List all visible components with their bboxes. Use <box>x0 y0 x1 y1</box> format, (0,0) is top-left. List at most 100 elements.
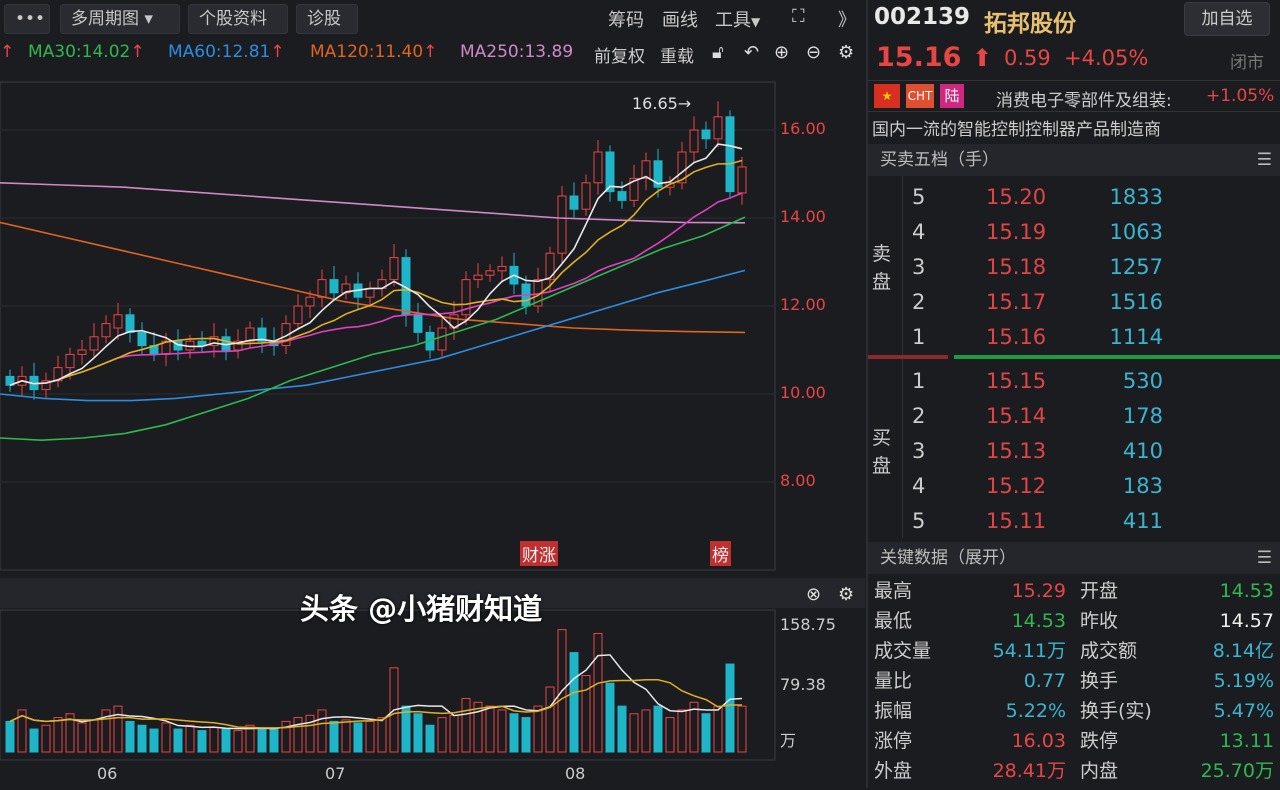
volume-bar <box>209 727 219 753</box>
candle <box>365 287 375 298</box>
volume-bar <box>365 720 375 753</box>
volume-bar <box>401 705 411 753</box>
key-label: 内盘 <box>1080 760 1119 782</box>
key-label: 成交额 <box>1080 640 1138 662</box>
settings-icon[interactable]: ⚙ <box>838 42 855 63</box>
orderbook-row[interactable]: 5 15.20 1833 <box>908 180 1278 215</box>
tools-dropdown[interactable]: 工具▼ <box>715 6 760 32</box>
volume-bar <box>653 705 663 753</box>
time-axis-label: 06 <box>97 764 118 783</box>
price-change: 0.59 <box>1004 46 1051 70</box>
period-dropdown[interactable]: 多周期图 ▾ <box>60 4 180 34</box>
zoom-out-icon[interactable]: ⊖ <box>806 42 822 63</box>
diagnose-button[interactable]: 诊股 <box>296 4 358 34</box>
cht-tag[interactable]: CHT <box>906 84 934 108</box>
reload-button[interactable]: 重载 <box>660 47 694 67</box>
settings-icon[interactable]: ⚙ <box>838 584 855 605</box>
orderbook-row[interactable]: 3 15.13 410 <box>908 434 1278 469</box>
candle <box>209 336 219 347</box>
key-value: 13.11 <box>1219 730 1274 752</box>
candle <box>233 340 243 351</box>
key-value: 5.19% <box>1213 670 1274 692</box>
orderbook-row[interactable]: 2 15.17 1516 <box>908 285 1278 320</box>
price: 15.15 <box>986 369 1047 393</box>
volume: 411 <box>1122 509 1163 533</box>
volume-bar <box>77 722 87 753</box>
price: 15.17 <box>986 290 1047 314</box>
price: 15.13 <box>986 439 1047 463</box>
event-marker[interactable]: 榜 <box>710 541 731 566</box>
china-flag-icon: ★ <box>874 84 900 108</box>
volume: 410 <box>1122 439 1163 463</box>
candle <box>293 305 303 325</box>
candle <box>413 314 423 333</box>
more-button[interactable]: ••• <box>4 4 50 34</box>
orderbook-row[interactable]: 1 15.15 530 <box>908 364 1278 399</box>
orderbook-row[interactable]: 4 15.12 183 <box>908 469 1278 504</box>
add-watchlist-button[interactable]: 加自选 <box>1184 2 1270 36</box>
keydata-header: 关键数据（展开） ☰ <box>868 542 1280 574</box>
undo-icon[interactable]: ↶ <box>744 42 760 63</box>
price: 15.16 <box>986 325 1047 349</box>
hk-connect-tag[interactable]: 陆 <box>940 84 964 108</box>
level: 5 <box>912 185 926 209</box>
candle <box>113 314 123 329</box>
menu-icon[interactable]: ☰ <box>1256 150 1272 170</box>
volume-bar <box>233 730 243 753</box>
candle <box>221 336 231 351</box>
level: 2 <box>912 404 926 428</box>
key-value: 25.70万 <box>1200 760 1274 782</box>
draw-button[interactable]: 画线 <box>662 10 698 31</box>
menu-icon[interactable]: ☰ <box>1256 548 1272 568</box>
key-label: 振幅 <box>874 700 913 722</box>
candle <box>593 151 603 184</box>
candle <box>305 296 315 307</box>
candlestick-chart[interactable] <box>0 70 865 790</box>
quote-panel: 002139 拓邦股份 加自选 15.16 ⬆ 0.59 +4.05% 闭市 ★… <box>866 0 1280 788</box>
stock-profile-button[interactable]: 个股资料 <box>188 4 288 34</box>
orderbook-row[interactable]: 3 15.18 1257 <box>908 250 1278 285</box>
sell-ratio-bar <box>868 355 948 359</box>
sector-name[interactable]: 消费电子零部件及组装: <box>996 91 1172 111</box>
ma30-label: MA30:14.02↑ <box>28 42 145 62</box>
volume-bar <box>569 652 579 753</box>
close-icon[interactable]: ⊗ <box>806 584 822 605</box>
volume-bar <box>149 728 159 753</box>
volume-chart-frame <box>0 609 776 761</box>
orderbook-row[interactable]: 1 15.16 1114 <box>908 320 1278 355</box>
candle <box>617 191 627 201</box>
candle <box>689 129 699 153</box>
price: 15.14 <box>986 404 1047 428</box>
expand-right-icon[interactable]: 》 <box>838 10 856 31</box>
volume-bar <box>125 720 135 753</box>
candle <box>569 195 579 210</box>
adjust-button[interactable]: 前复权 <box>594 47 645 67</box>
key-value: 28.41万 <box>992 760 1066 782</box>
level: 5 <box>912 509 926 533</box>
volume-bar <box>89 719 99 753</box>
event-marker[interactable]: 财涨 <box>520 541 558 566</box>
chips-button[interactable]: 筹码 <box>608 10 644 31</box>
candle <box>125 314 135 333</box>
candle <box>53 367 63 382</box>
price-change-pct: +4.05% <box>1064 46 1149 70</box>
key-value: 5.22% <box>1005 700 1066 722</box>
zoom-in-icon[interactable]: ⊕ <box>774 42 790 63</box>
orderbook-row[interactable]: 5 15.11 411 <box>908 504 1278 539</box>
orderbook-row[interactable]: 4 15.19 1063 <box>908 215 1278 250</box>
key-label: 开盘 <box>1080 580 1119 602</box>
volume-bar <box>713 705 723 753</box>
chevron-down-icon: ▾ <box>144 9 153 29</box>
orderbook-row[interactable]: 2 15.14 178 <box>908 399 1278 434</box>
lock-icon[interactable]: 🔓︎ <box>712 42 724 63</box>
volume: 1063 <box>1109 220 1163 244</box>
key-label: 成交量 <box>874 640 932 662</box>
volume-bar <box>197 730 207 753</box>
candle <box>461 279 471 316</box>
fullscreen-icon[interactable]: ⛶ <box>792 6 805 27</box>
candle <box>677 151 687 184</box>
volume-bar <box>113 705 123 753</box>
volume-bar <box>137 724 147 753</box>
buy-ratio-bar <box>954 355 1280 359</box>
candle <box>41 380 51 391</box>
